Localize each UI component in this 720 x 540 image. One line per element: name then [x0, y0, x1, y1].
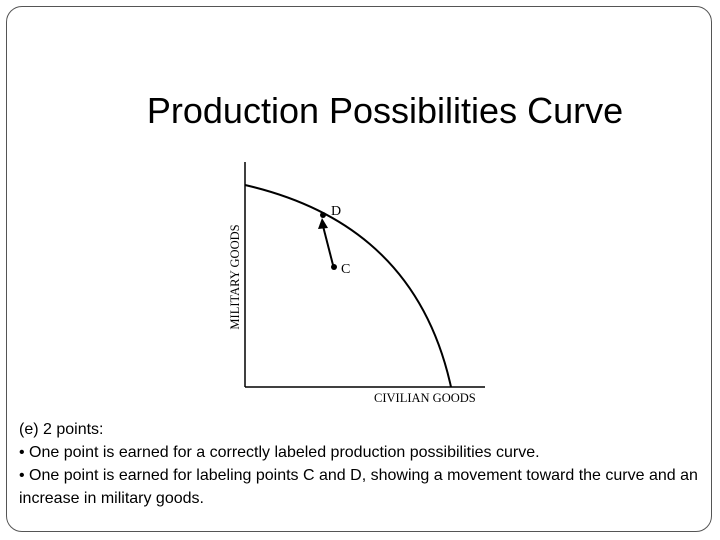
- scoring-heading: (e) 2 points:: [19, 421, 104, 438]
- point-d: [320, 212, 326, 218]
- point-c: [331, 264, 337, 270]
- ppc-curve: [244, 184, 452, 388]
- slide-title: Production Possibilities Curve: [146, 90, 624, 131]
- arrowhead: [318, 218, 328, 229]
- movement-arrow: [322, 225, 334, 266]
- ppc-diagram: MILITARY GOODS D C CIVILIAN GOODS: [228, 162, 485, 405]
- point-c-label: C: [341, 262, 350, 277]
- slide-frame: [6, 6, 712, 532]
- scoring-bullet-2: • One point is earned for labeling point…: [19, 467, 698, 507]
- scoring-notes: (e) 2 points: • One point is earned for …: [19, 418, 699, 510]
- scoring-bullet-1: • One point is earned for a correctly la…: [19, 444, 540, 461]
- point-d-label: D: [331, 204, 341, 219]
- x-axis-label: CIVILIAN GOODS: [374, 391, 476, 405]
- y-axis-label: MILITARY GOODS: [228, 224, 242, 329]
